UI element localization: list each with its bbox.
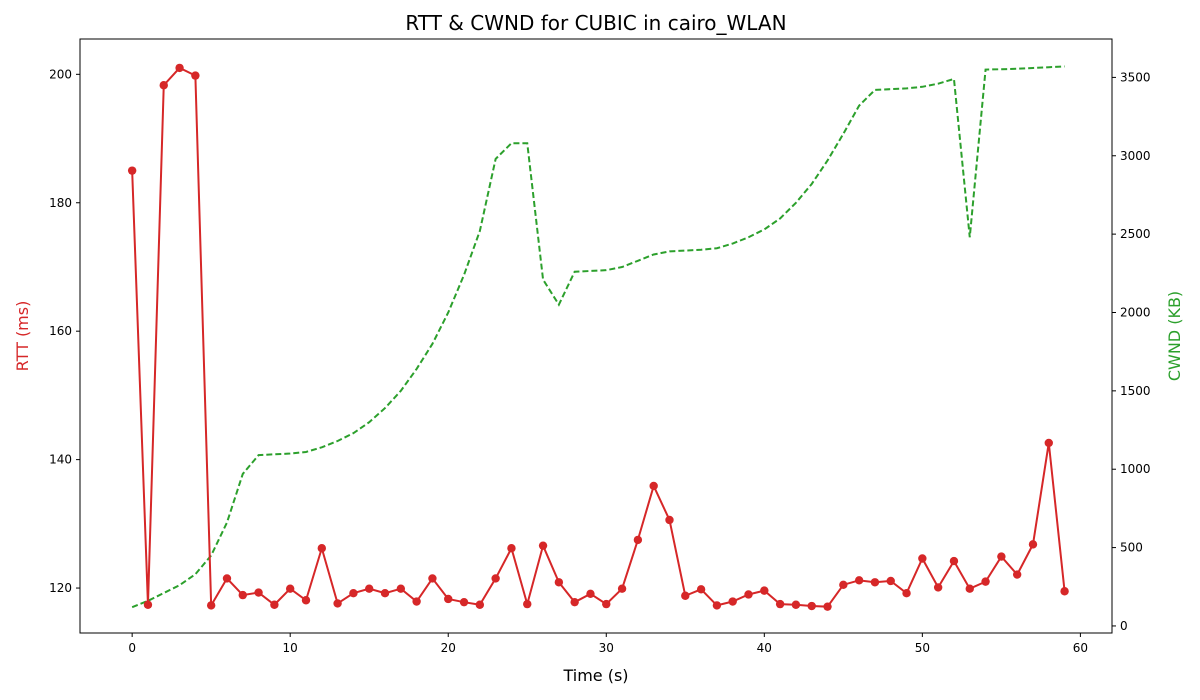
y-left-axis-ticks: 120 140 160 180 200 [49, 67, 80, 595]
rtt-point [459, 597, 469, 607]
rtt-point [159, 81, 168, 90]
rtt-point [349, 588, 358, 598]
rtt-point [791, 600, 801, 609]
y-right-tick-label: 2500 [1120, 227, 1151, 241]
plot-frame [79, 38, 1113, 634]
y-right-tick-label: 3500 [1120, 70, 1151, 84]
cwnd-series-line [131, 65, 1065, 609]
y-right-tick-label: 0 [1120, 619, 1128, 633]
y-left-tick-label: 120 [49, 581, 72, 595]
rtt-point [681, 591, 690, 600]
rtt-point [665, 515, 674, 525]
rtt-point [760, 586, 769, 595]
y-right-tick-label: 500 [1120, 541, 1143, 555]
y-left-axis-label: RTT (ms) [13, 301, 32, 372]
rtt-point [554, 578, 564, 587]
rtt-point [127, 166, 137, 175]
rtt-point [839, 580, 848, 590]
y-left-tick-label: 140 [49, 453, 72, 467]
y-right-tick-label: 3000 [1120, 149, 1151, 163]
rtt-point [507, 544, 516, 553]
rtt-point [807, 601, 816, 611]
rtt-point [191, 71, 200, 80]
rtt-point [396, 584, 406, 593]
rtt-point [886, 576, 895, 586]
rtt-point [412, 597, 421, 606]
y-right-axis-label: CWND (KB) [1165, 291, 1184, 381]
rtt-point [728, 597, 737, 606]
rtt-point [617, 584, 627, 593]
rtt-point [696, 585, 706, 594]
rtt-point [854, 576, 864, 585]
x-tick-label: 10 [283, 641, 298, 655]
rtt-point [902, 588, 911, 598]
y-left-tick-label: 200 [49, 67, 72, 81]
rtt-point [301, 596, 311, 605]
rtt-point [475, 600, 485, 609]
rtt-point [1012, 570, 1022, 579]
chart-title: RTT & CWND for CUBIC in cairo_WLAN [405, 11, 786, 35]
y-right-axis-ticks: 0 500 1000 1500 2000 2500 3000 3500 [1112, 70, 1151, 633]
rtt-point [270, 600, 279, 609]
rtt-point [1060, 587, 1069, 596]
rtt-point [744, 590, 753, 599]
series-layer [127, 63, 1069, 611]
rtt-point [175, 63, 184, 73]
x-tick-label: 30 [599, 641, 614, 655]
rtt-point [949, 556, 959, 566]
rtt-point [365, 584, 374, 593]
rtt-point [586, 589, 595, 599]
rtt-point [222, 574, 232, 583]
rtt-point [965, 584, 974, 593]
rtt-point [428, 574, 437, 583]
rtt-point [870, 578, 880, 587]
y-right-tick-label: 1000 [1120, 462, 1151, 476]
rtt-point [254, 588, 263, 597]
x-axis-label: Time (s) [562, 666, 628, 685]
rtt-point [143, 600, 153, 609]
x-axis-ticks: 0 10 20 30 40 50 60 [128, 633, 1088, 655]
rtt-point [602, 599, 611, 609]
rtt-point [238, 590, 247, 600]
rtt-point [997, 552, 1006, 561]
rtt-point [775, 599, 785, 609]
rtt-point [285, 584, 295, 593]
rtt-point [1044, 438, 1053, 448]
rtt-point [538, 541, 548, 550]
rtt-point [206, 601, 216, 610]
rtt-series-line [131, 66, 1066, 609]
rtt-point [633, 535, 643, 545]
x-tick-label: 0 [128, 641, 136, 655]
y-right-tick-label: 1500 [1120, 384, 1151, 398]
rtt-point [649, 481, 658, 491]
y-left-tick-label: 180 [49, 196, 72, 210]
rtt-point [712, 601, 722, 610]
rtt-point [491, 574, 500, 583]
rtt-point [1028, 540, 1038, 549]
rtt-point [444, 594, 453, 604]
rtt-point [981, 577, 990, 586]
x-tick-label: 40 [757, 641, 772, 655]
rtt-point [380, 588, 390, 598]
rtt-point [823, 602, 832, 611]
rtt-point [933, 583, 943, 592]
rtt-point [918, 554, 927, 563]
rtt-point [523, 599, 532, 609]
rtt-point [333, 599, 342, 608]
rtt-point [570, 597, 579, 607]
x-tick-label: 20 [441, 641, 456, 655]
x-tick-label: 50 [915, 641, 930, 655]
y-left-tick-label: 160 [49, 324, 72, 338]
x-tick-label: 60 [1073, 641, 1088, 655]
y-right-tick-label: 2000 [1120, 305, 1151, 319]
rtt-point [317, 544, 326, 553]
